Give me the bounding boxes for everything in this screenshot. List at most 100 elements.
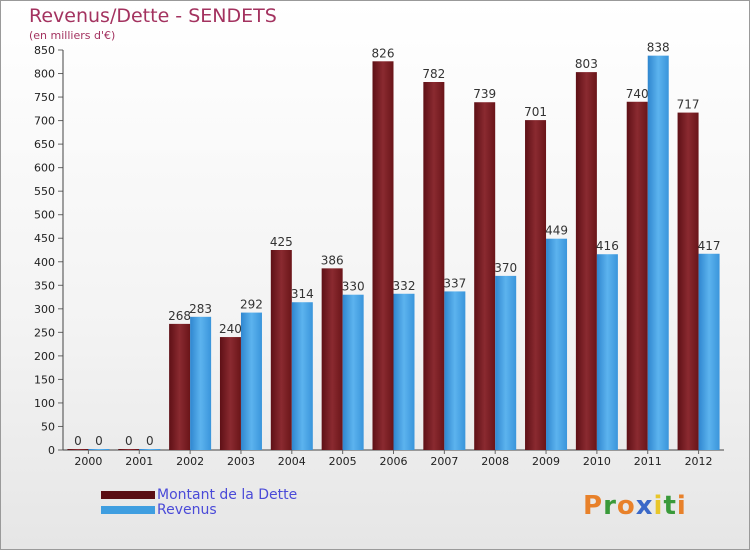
data-label: 0 bbox=[146, 434, 154, 448]
data-label: 701 bbox=[524, 105, 547, 119]
y-tick-label: 750 bbox=[34, 91, 55, 104]
data-label: 417 bbox=[698, 239, 721, 253]
data-label: 740 bbox=[626, 87, 649, 101]
revenus-bar bbox=[190, 316, 212, 450]
logo-letter: r bbox=[603, 491, 617, 521]
y-tick-label: 600 bbox=[34, 162, 55, 175]
data-label: 314 bbox=[291, 287, 314, 301]
revenus-bar bbox=[444, 291, 466, 450]
data-label: 803 bbox=[575, 57, 598, 71]
data-label: 0 bbox=[95, 434, 103, 448]
y-tick-label: 450 bbox=[34, 232, 55, 245]
y-tick-label: 250 bbox=[34, 326, 55, 339]
x-tick-label: 2009 bbox=[532, 455, 560, 468]
revenus-bar bbox=[596, 254, 618, 450]
legend-item-dette: Montant de la Dette bbox=[101, 486, 298, 503]
revenus-bar bbox=[546, 238, 568, 450]
dette-bar bbox=[372, 61, 394, 450]
data-label: 782 bbox=[422, 67, 445, 81]
data-label: 283 bbox=[189, 302, 212, 316]
data-label: 370 bbox=[494, 261, 517, 275]
data-label: 739 bbox=[473, 87, 496, 101]
dette-bar bbox=[270, 250, 292, 450]
y-tick-label: 350 bbox=[34, 279, 55, 292]
x-tick-label: 2008 bbox=[481, 455, 509, 468]
y-tick-label: 0 bbox=[48, 444, 55, 457]
data-label: 717 bbox=[677, 98, 700, 112]
legend: Montant de la Dette Revenus bbox=[101, 486, 298, 518]
data-label: 330 bbox=[342, 280, 365, 294]
revenus-bar bbox=[342, 294, 364, 450]
x-tick-label: 2002 bbox=[176, 455, 204, 468]
data-label: 268 bbox=[168, 309, 191, 323]
y-tick-label: 300 bbox=[34, 303, 55, 316]
x-tick-label: 2000 bbox=[74, 455, 102, 468]
y-tick-label: 100 bbox=[34, 397, 55, 410]
revenus-bar bbox=[698, 253, 720, 450]
logo-letter: i bbox=[676, 491, 687, 521]
data-label: 449 bbox=[545, 224, 568, 238]
data-label: 838 bbox=[647, 41, 670, 55]
legend-swatch-dette bbox=[101, 490, 155, 499]
legend-item-revenus: Revenus bbox=[101, 501, 297, 518]
y-tick-label: 50 bbox=[41, 420, 55, 433]
data-label: 240 bbox=[219, 322, 242, 336]
dette-bar bbox=[677, 112, 699, 451]
revenus-bar bbox=[291, 302, 313, 450]
y-tick-label: 150 bbox=[34, 373, 55, 386]
dette-bar bbox=[575, 72, 597, 450]
dette-bar bbox=[321, 268, 343, 450]
y-tick-label: 850 bbox=[34, 44, 55, 57]
x-tick-label: 2003 bbox=[227, 455, 255, 468]
x-tick-label: 2007 bbox=[430, 455, 458, 468]
x-tick-label: 2012 bbox=[685, 455, 713, 468]
x-tick-label: 2006 bbox=[380, 455, 408, 468]
data-label: 0 bbox=[74, 434, 82, 448]
data-label: 416 bbox=[596, 239, 619, 253]
dette-bar bbox=[169, 323, 191, 450]
dette-bar bbox=[626, 101, 648, 450]
dette-bar bbox=[474, 102, 496, 450]
data-label: 292 bbox=[240, 298, 263, 312]
legend-label-revenus: Revenus bbox=[157, 501, 217, 518]
x-tick-label: 2010 bbox=[583, 455, 611, 468]
y-tick-label: 500 bbox=[34, 209, 55, 222]
y-tick-label: 700 bbox=[34, 115, 55, 128]
logo-letter: t bbox=[663, 491, 677, 521]
dette-bar bbox=[219, 337, 241, 450]
legend-swatch-revenus bbox=[101, 505, 155, 514]
logo-letter: o bbox=[616, 491, 636, 521]
x-tick-label: 2001 bbox=[125, 455, 153, 468]
data-label: 337 bbox=[443, 276, 466, 290]
y-tick-label: 550 bbox=[34, 185, 55, 198]
chart-title: Revenus/Dette - SENDETS bbox=[29, 5, 277, 27]
revenus-bar bbox=[88, 449, 110, 450]
dette-bar bbox=[423, 82, 445, 450]
y-tick-label: 650 bbox=[34, 138, 55, 151]
dette-bar bbox=[118, 449, 140, 450]
y-tick-label: 400 bbox=[34, 256, 55, 269]
y-tick-label: 200 bbox=[34, 350, 55, 363]
revenus-bar bbox=[495, 275, 517, 450]
revenus-bar bbox=[393, 293, 415, 450]
proxiti-logo: Proxiti bbox=[583, 491, 687, 521]
revenus-bar bbox=[139, 449, 161, 450]
x-tick-label: 2011 bbox=[634, 455, 662, 468]
data-label: 386 bbox=[321, 253, 344, 267]
logo-letter: x bbox=[635, 491, 654, 521]
data-label: 826 bbox=[372, 46, 395, 60]
dette-bar bbox=[525, 120, 547, 450]
logo-letter: i bbox=[653, 491, 664, 521]
data-label: 332 bbox=[393, 279, 416, 293]
data-label: 0 bbox=[125, 434, 133, 448]
x-tick-label: 2005 bbox=[329, 455, 357, 468]
x-tick-label: 2004 bbox=[278, 455, 306, 468]
revenus-bar bbox=[647, 55, 669, 450]
legend-label-dette: Montant de la Dette bbox=[157, 486, 298, 503]
logo-letter: P bbox=[583, 491, 604, 521]
dette-bar bbox=[67, 449, 89, 450]
data-label: 425 bbox=[270, 235, 293, 249]
y-tick-label: 800 bbox=[34, 68, 55, 81]
